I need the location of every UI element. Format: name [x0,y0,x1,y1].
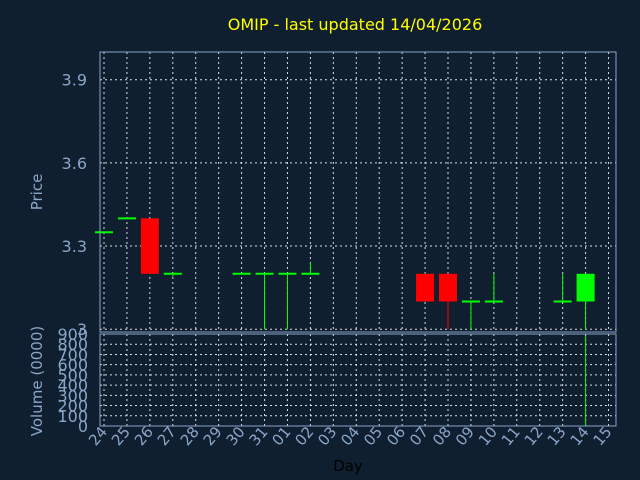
volume-tick-label: 400 [57,376,88,395]
volume-tick-label: 900 [57,325,88,344]
x-axis-label: Day [333,457,363,475]
volume-axis-label: Volume (0000) [28,326,46,436]
volume-tick-label: 500 [57,366,88,385]
price-grid [100,52,616,332]
volume-tick-label: 0 [78,417,88,436]
price-panel-frame [99,51,617,333]
candle-body [416,273,435,302]
volume-panel-frame [99,333,617,427]
volume-tick-label: 300 [57,386,88,405]
volume-tick-label: 700 [57,345,88,364]
price-tick-label: 3.3 [62,237,87,256]
price-tick-label: 3.9 [62,71,87,90]
price-y-ticks: 3 3.3 3.6 3.9 [62,71,87,340]
price-tick-label: 3.6 [62,154,87,173]
candle-body [576,273,595,302]
price-axis-label: Price [28,174,46,211]
volume-tick-label: 100 [57,407,88,426]
price-candles [95,217,595,330]
chart-title: OMIP - last updated 14/04/2026 [228,15,483,34]
candle-body [439,273,457,302]
volume-tick-label: 600 [57,356,88,375]
x-ticks: 2425262728293031010203040506070809101112… [85,423,616,449]
price-tick-label: 3 [77,320,87,339]
candle-body [140,218,159,274]
volume-tick-label: 800 [57,335,88,354]
volume-tick-label: 200 [57,397,88,416]
